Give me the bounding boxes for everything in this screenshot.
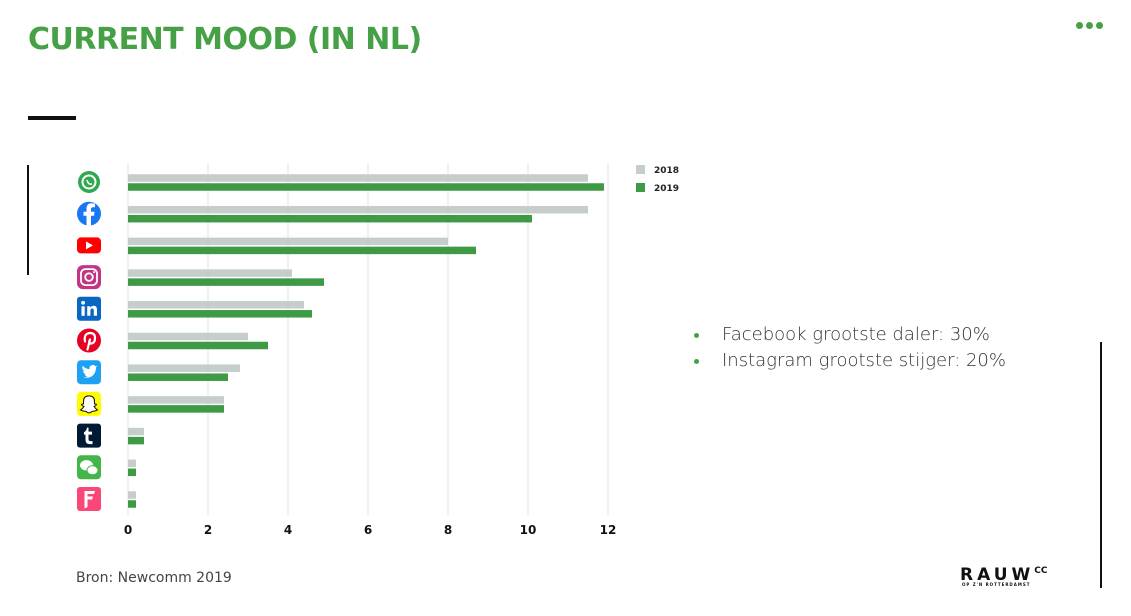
linkedin-icon — [77, 296, 101, 321]
instagram-icon — [77, 265, 101, 290]
x-tick-label: 8 — [444, 523, 452, 537]
title-underline — [28, 116, 76, 120]
bar-2018-tumblr — [128, 427, 144, 436]
left-divider-line — [27, 165, 29, 275]
x-tick-label: 2 — [204, 523, 212, 537]
whatsapp-icon — [78, 171, 100, 193]
right-divider-line — [1100, 342, 1102, 588]
key-findings-list: Facebook grootste daler: 30% Instagram g… — [694, 322, 1006, 374]
foursquare-icon — [77, 487, 101, 511]
more-options-icon[interactable] — [1076, 22, 1103, 29]
bullet-icon — [694, 359, 699, 364]
tumblr-icon — [77, 423, 101, 448]
x-tick-label: 6 — [364, 523, 372, 537]
bar-2019-whatsapp — [128, 183, 604, 191]
bar-2018-snapchat — [128, 396, 224, 404]
source-note: Bron: Newcomm 2019 — [76, 570, 232, 586]
bullet-icon — [694, 333, 699, 338]
chart-x-ticks: 0 2 4 6 8 10 12 — [124, 523, 617, 537]
bar-2019-tumblr — [128, 436, 144, 445]
legend-swatch-2018 — [636, 165, 645, 174]
bar-2018-wechat — [128, 459, 136, 468]
bar-2019-foursquare — [128, 500, 136, 508]
list-item: Facebook grootste daler: 30% — [694, 322, 1006, 348]
bar-2019-pinterest — [128, 341, 268, 350]
bar-2019-twitter — [128, 373, 228, 381]
bar-2018-youtube — [128, 237, 448, 246]
bullet-text: Instagram grootste stijger: 20% — [722, 350, 1006, 371]
bar-2019-linkedin — [128, 310, 312, 318]
legend-swatch-2019 — [636, 183, 645, 192]
bar-2018-facebook — [128, 205, 588, 214]
x-tick-label: 12 — [600, 523, 617, 537]
list-item: Instagram grootste stijger: 20% — [694, 348, 1006, 374]
bar-2019-youtube — [128, 246, 476, 255]
chart-category-icons — [77, 171, 101, 511]
chart-bars — [128, 174, 604, 508]
logo-superscript: CC — [1034, 566, 1048, 576]
bullet-text: Facebook grootste daler: 30% — [722, 324, 990, 345]
logo-tagline: OP Z'N ROTTERDAMST — [962, 582, 1031, 587]
bar-2018-linkedin — [128, 301, 304, 309]
bar-2019-facebook — [128, 214, 532, 223]
bar-2019-wechat — [128, 468, 136, 477]
legend-label-2019: 2019 — [654, 184, 679, 194]
twitter-icon — [77, 360, 101, 385]
snapchat-icon — [77, 391, 101, 416]
x-tick-label: 10 — [520, 523, 537, 537]
chart-legend: 2018 2019 — [636, 165, 679, 194]
bar-2018-twitter — [128, 364, 240, 372]
logo-wordmark: RAUW — [960, 565, 1035, 585]
bar-2018-instagram — [128, 269, 292, 277]
pinterest-icon — [77, 328, 101, 353]
youtube-icon — [77, 237, 101, 254]
page-title: CURRENT MOOD (IN NL) — [28, 22, 422, 57]
x-tick-label: 0 — [124, 523, 132, 537]
bar-2018-whatsapp — [128, 174, 588, 182]
facebook-icon — [77, 201, 101, 226]
bar-2018-pinterest — [128, 332, 248, 341]
bar-2019-snapchat — [128, 405, 224, 413]
rauw-logo: RAUWCC OP Z'N ROTTERDAMST — [960, 565, 1048, 587]
bar-2018-foursquare — [128, 491, 136, 499]
legend-label-2018: 2018 — [654, 166, 679, 176]
x-tick-label: 4 — [284, 523, 292, 537]
wechat-icon — [77, 455, 101, 480]
bar-2019-instagram — [128, 278, 324, 286]
